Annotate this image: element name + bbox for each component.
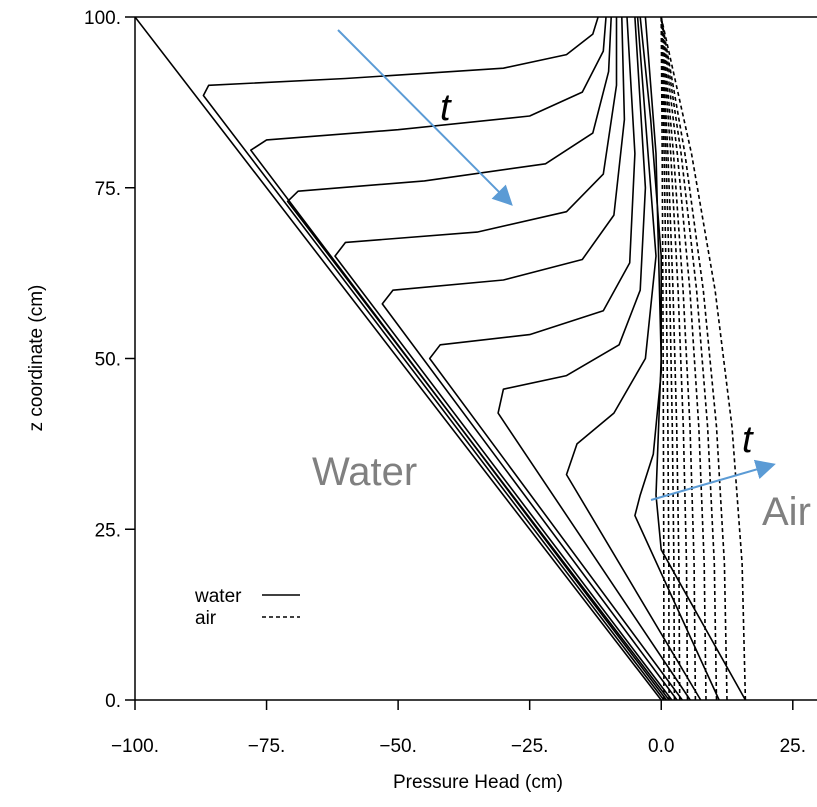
water-curve (381, 16, 678, 701)
air-curve (660, 16, 676, 701)
x-tick-label: −75. (248, 736, 286, 757)
air-curve (660, 16, 728, 701)
air-curve (660, 16, 689, 701)
annotation: Air (762, 490, 811, 534)
plot-area (135, 16, 747, 701)
y-axis-label: z coordinate (cm) (26, 285, 47, 432)
air-curve (660, 16, 697, 701)
water-curve (334, 17, 673, 701)
x-tick-label: −25. (511, 736, 549, 757)
water-curve (634, 16, 720, 701)
legend-label: water (194, 586, 242, 607)
time-arrow (650, 459, 776, 501)
y-tick-label: 100. (84, 8, 121, 29)
x-tick-label: −100. (111, 736, 159, 757)
y-tick-label: 0. (105, 691, 121, 712)
annotation: Water (312, 450, 417, 494)
air-curve (660, 16, 718, 701)
air-curve (660, 16, 747, 701)
air-curve (660, 16, 670, 701)
water-curve (644, 16, 747, 701)
annotation: t (742, 419, 754, 461)
air-curve (660, 16, 681, 701)
water-curve (286, 16, 670, 701)
annotation: t (440, 87, 452, 129)
water-curve (202, 16, 665, 701)
water-curve (565, 16, 702, 701)
water-curve (250, 16, 668, 701)
x-tick-label: 25. (780, 736, 806, 757)
air-curve (660, 16, 707, 701)
y-tick-label: 50. (95, 350, 121, 371)
x-axis-label: Pressure Head (cm) (393, 772, 563, 793)
water-curve (497, 16, 691, 701)
x-tick-label: 0.0 (648, 736, 674, 757)
time-arrow (337, 29, 513, 206)
water-curve (428, 16, 683, 701)
x-tick-label: −50. (379, 736, 417, 757)
air-curve (660, 16, 665, 701)
y-tick-label: 75. (95, 179, 121, 200)
water-curve (135, 16, 662, 701)
y-tick-label: 25. (95, 520, 121, 541)
legend-label: air (195, 608, 217, 629)
